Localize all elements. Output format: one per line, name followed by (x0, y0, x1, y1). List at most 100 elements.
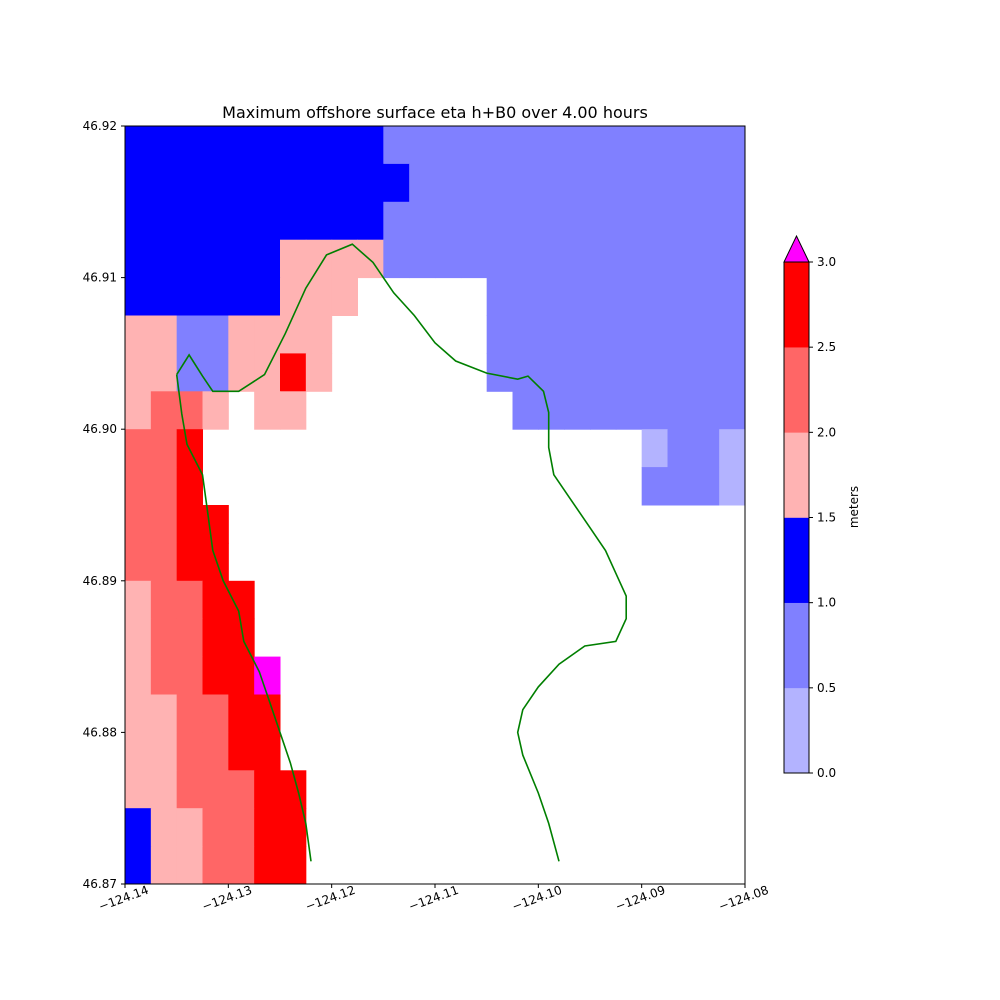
heatmap-cell (228, 656, 255, 695)
heatmap-cell (228, 277, 255, 316)
heatmap-cell (331, 201, 359, 241)
heatmap-cell (254, 239, 281, 279)
heatmap-cell (719, 201, 746, 241)
heatmap-cell (125, 239, 152, 279)
heatmap-cell (176, 315, 204, 354)
heatmap-cell (512, 126, 539, 165)
heatmap-cell (280, 391, 307, 430)
heatmap-cell (512, 391, 539, 430)
heatmap-cell (460, 239, 488, 279)
heatmap-cell (667, 277, 694, 316)
heatmap-cell (150, 126, 178, 165)
heatmap-cell (202, 239, 229, 279)
heatmap-cell (564, 353, 591, 392)
heatmap-cell (357, 163, 384, 203)
heatmap-cell (641, 353, 669, 392)
coastline-line (176, 243, 627, 862)
heatmap-cell (667, 353, 694, 392)
heatmap-cell (125, 846, 152, 885)
heatmap-cell (667, 201, 694, 241)
heatmap-cell (693, 277, 720, 316)
heatmap-cell (125, 315, 152, 354)
heatmap-cell (254, 315, 281, 354)
heatmap-cell (538, 353, 565, 392)
heatmap-cell (486, 353, 514, 392)
heatmap-cell (125, 467, 152, 506)
chart-title: Maximum offshore surface eta h+B0 over 4… (222, 103, 648, 122)
heatmap-cell (176, 277, 204, 316)
heatmap-cell (150, 770, 178, 809)
y-tick-label: 46.90 (83, 422, 117, 436)
heatmap-cell (176, 732, 204, 771)
colorbar-extend-arrow (783, 234, 810, 263)
colorbar-tick-label: 1.5 (817, 511, 836, 525)
heatmap-cell (641, 126, 669, 165)
heatmap-cell (202, 846, 229, 885)
colorbar-swatch (784, 262, 809, 348)
colorbar-swatch (784, 602, 809, 689)
heatmap-cell (202, 618, 229, 658)
heatmap-cell (719, 315, 746, 354)
heatmap-cell (228, 808, 255, 847)
heatmap-cell (486, 126, 514, 165)
heatmap-cell (305, 126, 333, 165)
heatmap-cell (202, 277, 229, 316)
heatmap-cell (150, 391, 178, 430)
x-tick-label: −124.09 (613, 883, 667, 914)
heatmap-cell (254, 808, 281, 847)
heatmap-cell (564, 315, 591, 354)
heatmap-cell (667, 429, 694, 468)
heatmap-cell (176, 505, 204, 544)
colorbar-tick-label: 1.0 (817, 596, 836, 610)
heatmap-cell (564, 163, 591, 203)
heatmap-cell (331, 126, 359, 165)
heatmap-cell (538, 126, 565, 165)
heatmap-cell (280, 353, 307, 392)
heatmap-cell (383, 239, 410, 279)
heatmap-cell (150, 201, 178, 241)
heatmap-cell (125, 391, 152, 430)
heatmap-cell (667, 126, 694, 165)
heatmap-cell (641, 467, 669, 506)
heatmap-cell (590, 277, 617, 316)
heatmap-cell (460, 201, 488, 241)
heatmap-cell (254, 201, 281, 241)
heatmap-cell (280, 846, 307, 885)
y-tick-label: 46.89 (83, 574, 117, 588)
heatmap-cell (254, 770, 281, 809)
heatmap-cell (125, 732, 152, 771)
heatmap-cell (150, 163, 178, 203)
heatmap-cell (667, 239, 694, 279)
heatmap-cell (176, 542, 204, 582)
coastline-line (175, 374, 312, 862)
heatmap-cell (667, 391, 694, 430)
heatmap-cell (512, 353, 539, 392)
heatmap-cell (590, 353, 617, 392)
heatmap-cell (538, 239, 565, 279)
heatmap-cell (564, 126, 591, 165)
heatmap-cell (125, 353, 152, 392)
heatmap-cell (435, 126, 462, 165)
heatmap-cell (641, 277, 669, 316)
heatmap-cell (512, 201, 539, 241)
heatmap-cell (331, 163, 359, 203)
heatmap-cell (125, 429, 152, 468)
heatmap-cell (280, 163, 307, 203)
heatmap-cell (202, 580, 229, 620)
colorbar-tick-label: 0.0 (817, 766, 836, 780)
heatmap-cell (590, 239, 617, 279)
heatmap-cell (719, 126, 746, 165)
x-tick-label: −124.13 (200, 883, 254, 914)
heatmap-cell (176, 239, 204, 279)
heatmap-cell (719, 467, 746, 506)
heatmap-cell (125, 656, 152, 695)
heatmap-cell (228, 694, 255, 733)
heatmap-cell (719, 353, 746, 392)
colorbar-swatch (784, 432, 809, 518)
heatmap-cell (641, 391, 669, 430)
heatmap-cell (693, 201, 720, 241)
heatmap-cell (719, 391, 746, 430)
heatmap-cell (254, 126, 281, 165)
colorbar-swatch (784, 687, 809, 774)
heatmap-cell (150, 732, 178, 771)
